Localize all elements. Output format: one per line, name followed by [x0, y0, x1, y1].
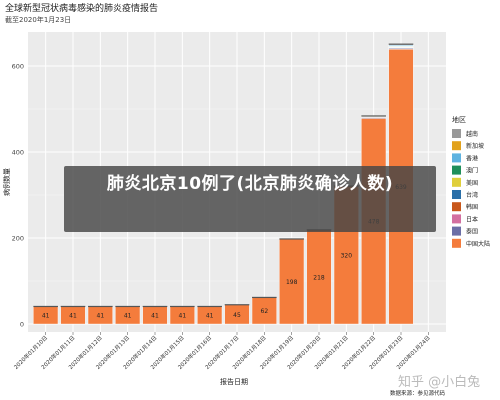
x-axis: 2020年01月10日2020年01月11日2020年01月12日2020年01…	[12, 332, 432, 371]
legend-label: 泰国	[466, 228, 478, 236]
bar-segment	[251, 297, 277, 325]
legend-swatch	[452, 141, 461, 151]
legend-swatch	[452, 226, 461, 236]
bar-top-cap	[33, 305, 58, 308]
data-label: 218	[313, 275, 325, 282]
chart-title: 全球新型冠状病毒感染的肺炎疫情报告	[5, 2, 158, 14]
legend-label: 中国大陆	[466, 240, 490, 248]
bar-segment	[306, 230, 332, 325]
bar-top-cap	[88, 305, 113, 308]
bar-top-cap	[142, 305, 168, 308]
bar-top-cap	[388, 43, 414, 45]
chart-subtitle: 截至2020年1月23日	[5, 15, 71, 24]
data-label: 62	[261, 308, 269, 315]
data-label: 41	[97, 313, 105, 320]
legend-swatch	[452, 177, 461, 187]
legend-swatch	[452, 153, 461, 163]
headline-text: 肺炎北京10例了(北京肺炎确诊人数)	[106, 174, 394, 194]
bar-top-cap	[252, 296, 277, 299]
bar-top-cap	[197, 305, 222, 308]
bar-top-cap	[115, 305, 140, 308]
y-tick-label: 400	[12, 149, 24, 157]
legend-label: 新加坡	[466, 142, 484, 150]
data-label: 41	[124, 313, 132, 320]
legend-label: 澳门	[466, 167, 478, 175]
legend-swatch	[452, 190, 461, 199]
data-label: 41	[151, 313, 159, 320]
data-label: 41	[206, 313, 214, 320]
watermark: 知乎 @小白兔	[398, 375, 481, 390]
legend-label: 日本	[466, 215, 478, 223]
bar-top-cap	[224, 304, 250, 306]
y-axis: 0 200 400 600	[12, 63, 24, 329]
legend-swatch	[452, 214, 461, 224]
legend-label: 韩国	[466, 203, 478, 211]
data-label: 41	[69, 313, 77, 320]
headline-overlay: 肺炎北京10例了(北京肺炎确诊人数)	[64, 166, 436, 232]
legend-label: 台湾	[466, 191, 478, 199]
legend-title: 地区	[452, 115, 466, 124]
bar-segment	[279, 238, 305, 325]
source-note: 数据来源：参见源代码	[390, 389, 446, 397]
bar-top-cap	[170, 305, 195, 308]
data-label: 198	[286, 279, 298, 286]
bar-top-cap	[279, 238, 304, 240]
legend-swatch	[452, 238, 461, 248]
bar-top-cap	[361, 115, 386, 117]
legend-label: 美国	[466, 179, 478, 187]
y-axis-label: 病例数量	[2, 168, 11, 196]
data-label: 41	[42, 313, 50, 320]
y-tick-label: 200	[12, 235, 24, 243]
legend-label: 香港	[466, 154, 478, 162]
x-axis-label: 报告日期	[220, 377, 248, 386]
data-label: 320	[341, 253, 353, 260]
legend-swatch	[452, 202, 461, 212]
legend-label: 越南	[466, 130, 478, 138]
data-label: 41	[179, 313, 187, 320]
y-tick-label: 600	[12, 63, 24, 71]
data-label: 45	[233, 312, 241, 319]
y-tick-label: 0	[20, 321, 24, 329]
bar-top-cap	[60, 305, 86, 308]
legend-swatch	[452, 165, 461, 175]
legend-swatch	[452, 129, 461, 138]
